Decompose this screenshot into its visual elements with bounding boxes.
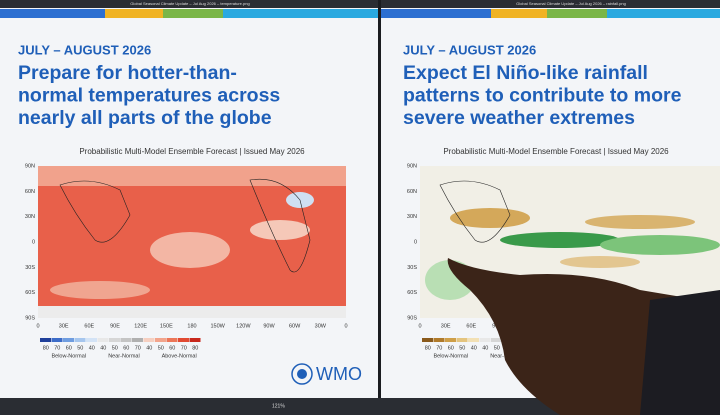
date-heading: JULY – AUGUST 2026	[403, 42, 536, 57]
lat-label: 30N	[407, 214, 417, 220]
lon-label: 90E	[110, 323, 120, 329]
zoom-level: 121%	[272, 403, 285, 409]
lon-label: 30W	[315, 323, 327, 329]
legend-swatch	[40, 338, 51, 342]
left-titlebar	[0, 0, 378, 8]
legend-swatch	[468, 338, 479, 342]
legend-swatch	[143, 338, 155, 342]
lat-label: 60N	[407, 189, 417, 195]
window-title: Global Seasonal Climate Update – Jul Aug…	[130, 1, 249, 6]
legend-swatch	[479, 338, 491, 342]
legend-swatch	[109, 338, 120, 342]
lat-label: 90S	[25, 315, 35, 321]
date-heading: JULY – AUGUST 2026	[18, 42, 151, 57]
lon-label: 180	[187, 323, 196, 329]
rainfall-map	[420, 166, 720, 318]
headline: nearly all parts of the globe	[18, 107, 272, 129]
legend-swatch	[166, 338, 178, 342]
color-strip	[0, 9, 720, 18]
window-title: Global Seasonal Climate Update – Jul Aug…	[516, 1, 626, 6]
legend-number: 60	[66, 345, 72, 351]
lon-label: 150E	[160, 323, 173, 329]
lon-label: 60E	[84, 323, 94, 329]
temperature-map	[38, 166, 346, 318]
lat-label: 0	[414, 239, 417, 245]
legend-number: 70	[436, 345, 442, 351]
right-titlebar	[381, 0, 720, 8]
headline: Expect El Niño-like rainfall	[403, 62, 648, 84]
status-bar	[0, 398, 720, 415]
legend-number: 70	[181, 345, 187, 351]
lon-label: 150W	[210, 323, 225, 329]
legend-swatch	[97, 338, 109, 342]
lon-label: 90W	[263, 323, 275, 329]
legend-word: Near-Normal	[108, 353, 139, 359]
legend-number: 40	[146, 345, 152, 351]
lon-label: 0	[344, 323, 347, 329]
lon-label: 0	[418, 323, 421, 329]
legend-swatch	[86, 338, 97, 342]
legend-number: 40	[100, 345, 106, 351]
legend-swatch	[63, 338, 74, 342]
legend-word: Above-Normal	[162, 353, 197, 359]
legend-number: 80	[192, 345, 198, 351]
legend-swatch	[433, 338, 445, 342]
lat-label: 90S	[407, 315, 417, 321]
legend-swatch	[422, 338, 433, 342]
lat-label: 90N	[407, 163, 417, 169]
sleeve	[640, 290, 720, 415]
lat-label: 90N	[25, 163, 35, 169]
legend-number: 50	[77, 345, 83, 351]
legend-number: 50	[112, 345, 118, 351]
legend-swatch	[120, 338, 132, 342]
legend-number: 50	[158, 345, 164, 351]
legend-number: 40	[471, 345, 477, 351]
legend-number: 50	[494, 345, 500, 351]
legend-swatch	[491, 338, 502, 342]
legend-swatch	[51, 338, 63, 342]
lon-label: 60W	[289, 323, 301, 329]
lat-label: 60S	[25, 290, 35, 296]
legend-swatch	[132, 338, 143, 342]
lon-label: 60E	[466, 323, 476, 329]
logo-text: WMO	[316, 364, 362, 384]
headline: Prepare for hotter-than-	[18, 62, 237, 84]
headline: patterns to contribute to more	[403, 85, 682, 107]
lat-label: 30N	[25, 214, 35, 220]
legend-swatch	[445, 338, 456, 342]
lon-label: 120E	[134, 323, 147, 329]
legend-swatch	[155, 338, 166, 342]
legend-swatch	[189, 338, 201, 342]
legend-number: 40	[89, 345, 95, 351]
legend-number: 60	[123, 345, 129, 351]
wmo-logo	[291, 363, 313, 385]
lon-label: 30E	[441, 323, 451, 329]
legend-word: Below-Normal	[433, 353, 468, 359]
lat-label: 30S	[407, 265, 417, 271]
headline: normal temperatures across	[18, 85, 280, 107]
legend-swatch	[178, 338, 189, 342]
legend-swatch	[74, 338, 86, 342]
lon-label: 30E	[59, 323, 69, 329]
legend-number: 70	[54, 345, 60, 351]
legend-number: 60	[169, 345, 175, 351]
lat-label: 0	[32, 239, 35, 245]
legend-word: Below-Normal	[51, 353, 86, 359]
legend-number: 80	[43, 345, 49, 351]
lon-label: 0	[36, 323, 39, 329]
lat-label: 60N	[25, 189, 35, 195]
legend-number: 60	[448, 345, 454, 351]
map-title: Probabilistic Multi-Model Ensemble Forec…	[79, 147, 305, 156]
headline: severe weather extremes	[403, 107, 635, 129]
legend-number: 50	[459, 345, 465, 351]
legend-number: 80	[425, 345, 431, 351]
lon-label: 120W	[236, 323, 251, 329]
lat-label: 60S	[407, 290, 417, 296]
legend-number: 70	[135, 345, 141, 351]
legend-number: 40	[482, 345, 488, 351]
lat-label: 30S	[25, 265, 35, 271]
legend-swatch	[456, 338, 468, 342]
map-title: Probabilistic Multi-Model Ensemble Forec…	[443, 147, 669, 156]
